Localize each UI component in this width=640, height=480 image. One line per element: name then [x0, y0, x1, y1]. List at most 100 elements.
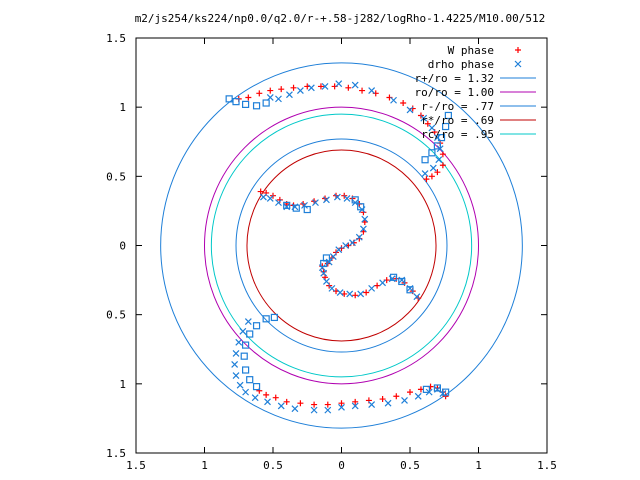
band-point-0-3 [433, 142, 441, 150]
point-1-17 [421, 170, 429, 177]
band-point-0-16 [232, 98, 240, 106]
point-1-69 [379, 279, 387, 287]
y-tick-label-2: 0.5 [106, 309, 126, 322]
point-1-15 [435, 156, 443, 164]
point-1-55 [355, 233, 363, 241]
point-1-35 [384, 399, 392, 407]
point-1-30 [310, 406, 318, 414]
marker-layer [225, 80, 452, 414]
point-1-56 [349, 239, 356, 247]
point-1-16 [429, 164, 437, 172]
point-0-26 [272, 394, 279, 401]
circle-2 [235, 138, 448, 353]
x-tick-label-5: 1 [475, 459, 482, 472]
point-1-6 [335, 80, 343, 88]
point-0-23 [423, 176, 430, 183]
legend-label-4: r-/ro = .77 [421, 100, 494, 113]
band-point-0-4 [428, 149, 436, 157]
point-1-62 [320, 269, 328, 277]
point-1-20 [235, 338, 243, 346]
circle-4 [210, 113, 473, 378]
band-point-0-10 [242, 341, 250, 349]
point-0-27 [283, 398, 290, 405]
legend-label-3: ro/ro = 1.00 [415, 86, 494, 99]
band-point-0-18 [252, 102, 261, 110]
point-0-73 [374, 282, 381, 289]
band-point-0-27 [357, 203, 365, 211]
point-0-72 [363, 289, 370, 296]
band-point-0-19 [262, 99, 270, 107]
band-point-0-31 [398, 277, 406, 286]
point-1-10 [406, 106, 414, 114]
band-point-0-12 [242, 366, 250, 374]
y-tick-label-3: 0 [119, 240, 126, 253]
point-1-63 [323, 278, 330, 285]
band-point-0-8 [252, 322, 261, 330]
band-point-0-13 [246, 376, 254, 384]
point-1-41 [259, 193, 267, 201]
point-1-34 [368, 401, 376, 409]
point-1-28 [277, 402, 285, 410]
point-0-5 [290, 84, 297, 91]
point-1-43 [275, 199, 282, 207]
point-1-58 [335, 246, 343, 254]
circle-layer [160, 62, 523, 429]
point-1-8 [368, 87, 376, 94]
point-1-47 [312, 199, 319, 207]
point-0-7 [317, 83, 324, 90]
point-0-30 [324, 401, 331, 408]
point-1-66 [346, 290, 354, 298]
point-1-46 [301, 201, 308, 209]
chart-title: m2/js254/ks224/np0.0/q2.0/r-+.58-j282/lo… [135, 12, 546, 25]
point-0-71 [352, 292, 359, 299]
point-1-37 [414, 392, 422, 400]
point-1-18 [244, 318, 252, 326]
band-point-0-15 [225, 95, 233, 103]
point-1-4 [307, 84, 315, 92]
band-point-0-32 [406, 286, 414, 294]
point-1-23 [232, 372, 240, 379]
point-1-64 [328, 284, 336, 292]
point-0-2 [256, 90, 263, 97]
point-1-31 [324, 406, 332, 414]
point-1-33 [351, 402, 359, 410]
circle-0 [160, 62, 523, 429]
point-1-26 [251, 394, 259, 402]
band-point-0-11 [240, 352, 248, 360]
point-0-10 [359, 87, 366, 94]
point-0-29 [311, 401, 318, 408]
point-0-9 [345, 84, 352, 91]
legend-label-6: rc/ro = .95 [421, 128, 494, 141]
band-point-0-0 [444, 111, 452, 120]
point-1-29 [291, 405, 299, 413]
x-tick-label-3: 0 [338, 459, 345, 472]
x-tick-label-4: 0.5 [400, 459, 420, 472]
band-point-0-23 [283, 201, 291, 209]
point-1-12 [428, 124, 436, 132]
point-0-21 [434, 169, 441, 176]
point-1-68 [368, 284, 376, 292]
point-0-36 [407, 389, 413, 396]
band-point-0-20 [422, 385, 431, 393]
point-1-5 [321, 82, 329, 90]
point-1-9 [390, 96, 397, 104]
legend-label-1: drho phase [428, 58, 494, 71]
x-tick-label-0: 1.5 [126, 459, 146, 472]
point-1-49 [333, 193, 341, 201]
circle-3 [246, 149, 437, 342]
point-1-59 [329, 253, 337, 260]
point-1-67 [357, 290, 365, 298]
y-tick-label-4: 0.5 [106, 170, 126, 183]
point-1-13 [433, 134, 441, 142]
band-point-0-9 [246, 330, 254, 338]
point-1-3 [296, 87, 304, 94]
point-1-42 [266, 195, 274, 202]
legend-swatch-1 [514, 60, 522, 68]
point-0-3 [267, 87, 274, 94]
y-tick-label-6: 1.5 [106, 32, 126, 45]
point-1-54 [359, 225, 367, 233]
tick-layer: 1.5 1 0.5 0 0.5 1 1.51.510.500.511.5 [106, 32, 557, 472]
band-point-0-22 [442, 388, 450, 396]
band-point-0-30 [389, 273, 398, 281]
point-1-7 [351, 81, 359, 89]
